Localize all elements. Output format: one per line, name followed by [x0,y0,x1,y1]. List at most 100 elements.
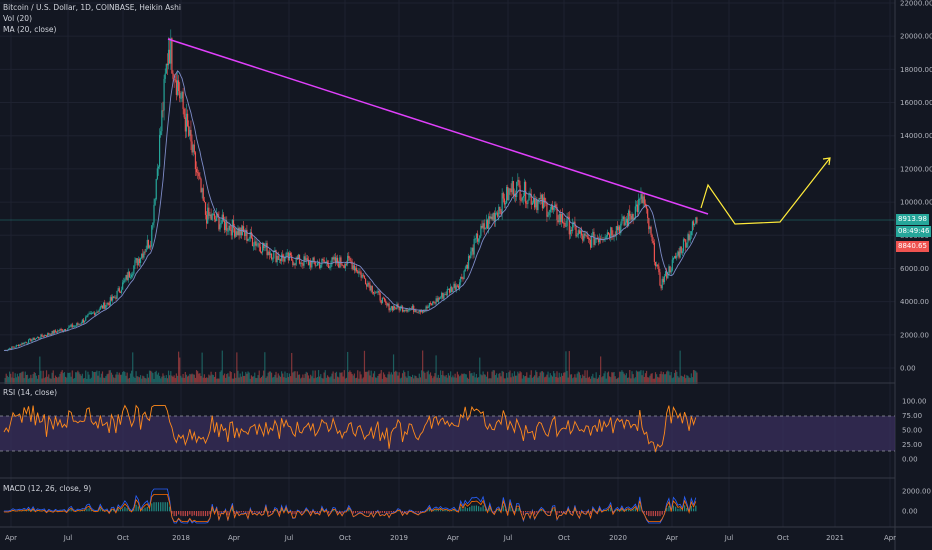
volume-bar [556,371,558,384]
candle-body [585,235,587,236]
candle-body [677,251,679,256]
candle-body [218,217,220,230]
volume-bar [372,373,375,384]
macd-histogram-bar [666,508,668,512]
macd-histogram-bar [643,511,645,513]
candle-body [191,141,193,153]
candle-body [540,194,542,200]
candle-body [539,198,541,200]
candle-body [175,80,177,95]
volume-bar [424,372,426,384]
volume-bar [546,374,548,384]
volume-bar [204,377,207,384]
macd-histogram-bar [301,511,303,513]
volume-bar [606,372,608,384]
volume-bar [535,370,537,384]
candle-body [268,251,270,256]
candle-body [343,265,345,268]
volume-bar [87,371,89,384]
candle-body [612,235,614,237]
volume-bar [443,375,445,384]
candle-body [568,217,570,235]
candle-body [675,255,677,259]
volume-bar [191,373,193,384]
volume-bar [614,376,616,384]
candle-body [670,270,672,273]
candle-body [583,233,585,241]
candle-body [305,258,307,261]
candle-body [435,298,437,304]
volume-bar [469,370,471,384]
volume-bar [610,377,612,384]
volume-bar [39,356,41,384]
macd-histogram-bar [659,511,661,517]
volume-bar [259,378,261,384]
candle-body [90,313,92,314]
macd-histogram-bar [272,511,274,513]
volume-legend: Vol (20) [3,14,33,23]
volume-bar [62,373,64,384]
volume-bar [272,377,274,384]
candle-body [256,244,258,246]
candle-body [639,198,641,200]
volume-bar [169,375,171,384]
volume-bar [601,377,603,384]
candle-body [31,339,33,342]
volume-bar [255,377,257,384]
candle-body [159,134,161,167]
candle-body [126,275,128,281]
candle-body [598,238,601,243]
volume-bar [423,371,425,384]
volume-bar [356,377,358,384]
volume-bar [213,376,216,384]
volume-bar [480,374,482,384]
volume-bar [195,370,198,384]
volume-bar [624,375,626,384]
candle-body [42,336,44,338]
volume-bar [328,376,330,384]
rsi-legend: RSI (14, close) [3,388,58,397]
macd-histogram-bar [247,511,249,515]
volume-bar [107,373,109,384]
volume-bar [493,370,495,384]
volume-bar [396,371,398,384]
candle-body [471,247,473,252]
volume-bar [110,372,113,384]
volume-bar [695,371,697,384]
candle-body [79,323,81,325]
volume-bar [63,372,66,384]
candle-body [536,199,538,211]
macd-histogram-bar [516,508,518,512]
volume-bar [52,370,54,384]
volume-bar [317,370,320,384]
volume-bar [296,371,298,384]
macd-histogram-bar [227,511,229,516]
macd-histogram-bar [274,509,276,512]
volume-bar [427,370,429,384]
candle-body [201,188,203,193]
candle-body [507,187,509,201]
candle-body [25,342,27,344]
volume-bar [190,374,192,384]
rsi-tick-label: 75.00 [902,412,922,420]
candle-body [131,274,133,278]
candle-body [512,181,514,196]
candle-body [189,129,191,136]
volume-bar [675,370,677,384]
candle-body [460,276,462,283]
volume-bar [490,378,492,384]
macd-histogram-bar [83,510,86,512]
volume-bar [286,373,288,384]
volume-bar [395,370,397,384]
volume-bar [673,372,676,384]
volume-bar [116,371,118,384]
candle-body [485,219,488,229]
candle-body [307,259,310,266]
candle-body [249,232,251,239]
volume-bar [118,372,120,384]
candle-body [7,348,10,350]
macd-histogram-bar [560,511,563,514]
volume-bar [338,377,340,384]
volume-bar [620,371,622,384]
